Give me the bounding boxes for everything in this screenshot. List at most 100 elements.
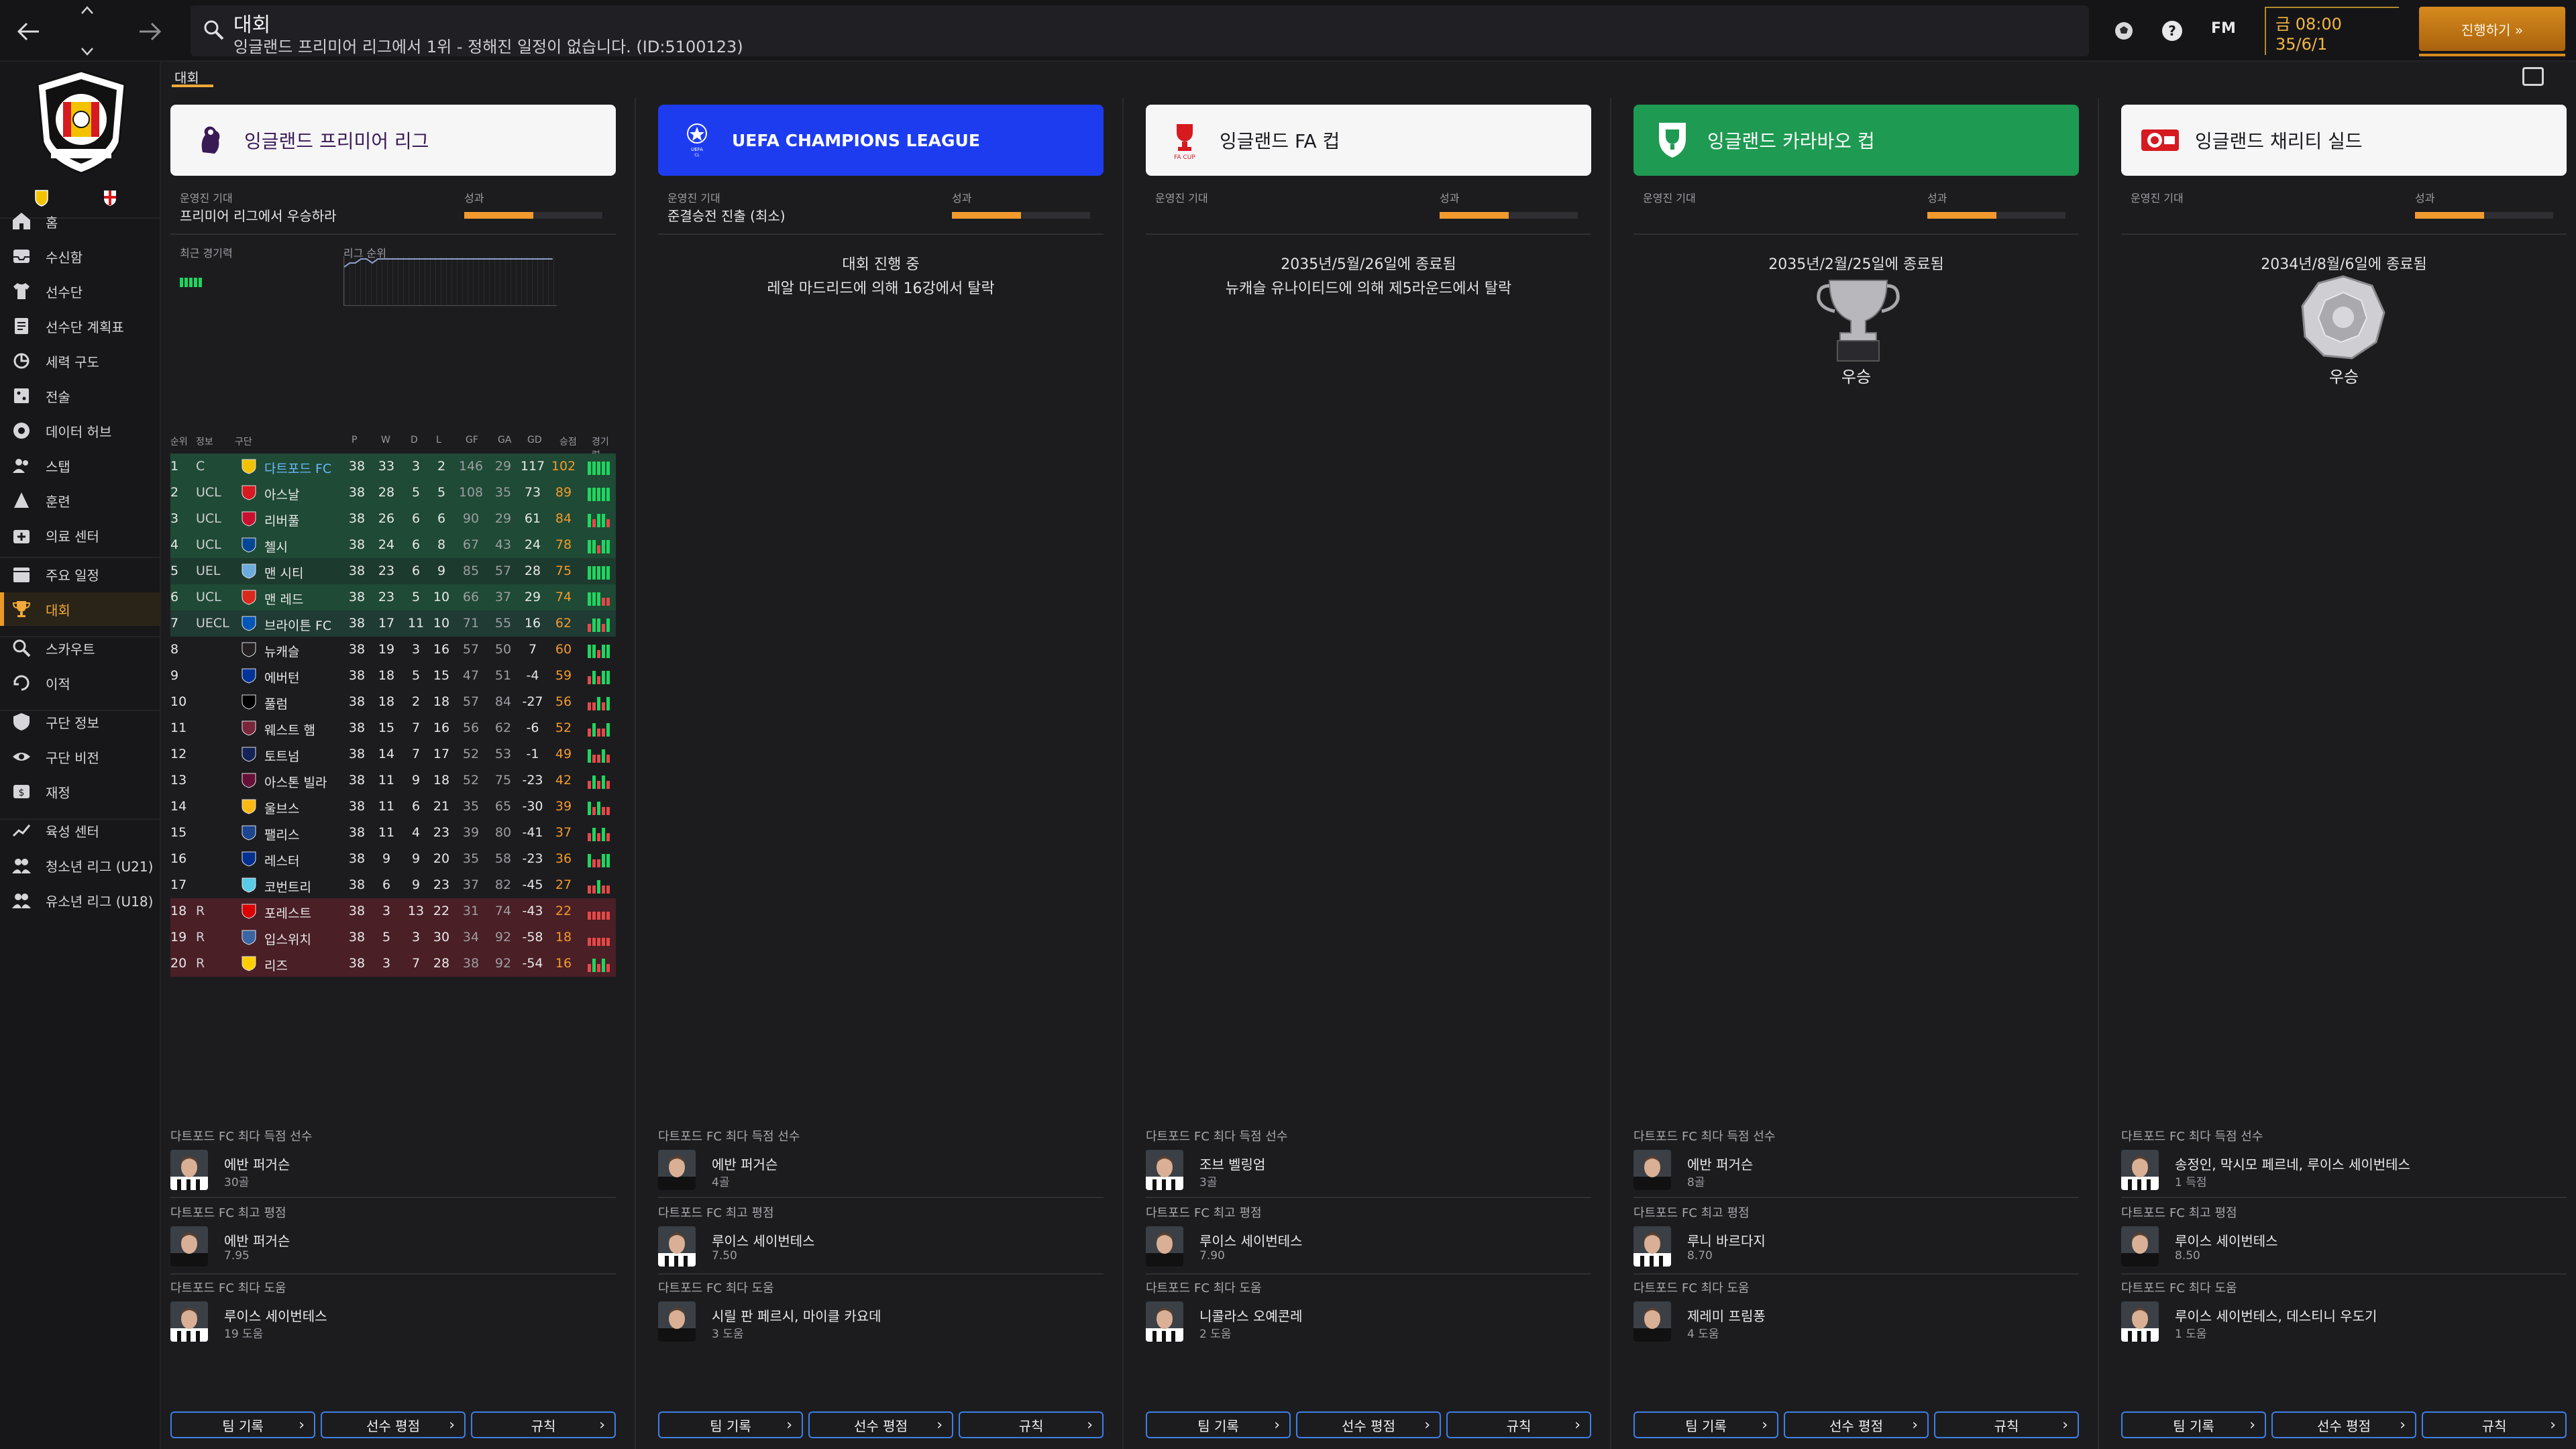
sidebar-item-3[interactable]: 선수단 계획표 xyxy=(0,309,161,343)
player-name[interactable]: 루이스 세이번테스 xyxy=(224,1308,327,1324)
sidebar-item-7[interactable]: 스탭 xyxy=(0,449,161,482)
team-name[interactable]: 울브스 xyxy=(264,802,300,816)
table-header[interactable]: GD xyxy=(527,435,542,445)
sidebar-item-10[interactable]: 주요 일정 xyxy=(0,557,161,591)
table-row[interactable]: 14 38 11 6 21 35 65 -30 39 울브스 xyxy=(170,794,616,820)
player-name[interactable]: 에반 퍼거슨 xyxy=(224,1233,290,1249)
chevron-down-icon[interactable] xyxy=(80,47,94,56)
player-ratings-button[interactable]: 선수 평점 › xyxy=(808,1411,953,1438)
player-name[interactable]: 제레미 프림퐁 xyxy=(1687,1308,1766,1324)
rules-button[interactable]: 규칙 › xyxy=(2422,1411,2567,1438)
stat-row-scorer[interactable]: 조브 벨링엄 3골 xyxy=(1146,1150,1591,1193)
team-name[interactable]: 입스위치 xyxy=(264,932,311,947)
player-name[interactable]: 루이스 세이번테스 xyxy=(712,1233,815,1249)
fm-logo[interactable]: FM xyxy=(2211,20,2236,37)
sidebar-item-1[interactable]: 수신함 xyxy=(0,239,161,273)
stat-row-scorer[interactable]: 에반 퍼거슨 8골 xyxy=(1633,1150,2079,1193)
table-row[interactable]: 12 38 14 7 17 52 53 -1 49 토트넘 xyxy=(170,741,616,767)
team-name[interactable]: 리즈 xyxy=(264,959,288,973)
player-name[interactable]: 에반 퍼거슨 xyxy=(224,1157,290,1173)
team-name[interactable]: 웨스트 햄 xyxy=(264,723,315,738)
table-row[interactable]: 16 38 9 9 20 35 58 -23 36 레스터 xyxy=(170,846,616,872)
sidebar-item-2[interactable]: 선수단 xyxy=(0,274,161,308)
table-row[interactable]: 6 UCL 38 23 5 10 66 37 29 74 맨 레드 xyxy=(170,584,616,610)
team-name[interactable]: 포레스트 xyxy=(264,906,311,921)
sidebar-item-14[interactable]: 구단 정보 xyxy=(0,705,161,739)
table-row[interactable]: 11 38 15 7 16 56 62 -6 52 웨스트 햄 xyxy=(170,715,616,741)
team-name[interactable]: 뉴캐슬 xyxy=(264,645,300,659)
table-row[interactable]: 13 38 11 9 18 52 75 -23 42 아스톤 빌라 xyxy=(170,767,616,794)
table-row[interactable]: 5 UEL 38 23 6 9 85 57 28 75 맨 시티 xyxy=(170,558,616,584)
team-records-button[interactable]: 팀 기록 › xyxy=(170,1411,315,1438)
team-name[interactable]: 맨 시티 xyxy=(264,566,304,581)
chevron-up-icon[interactable] xyxy=(80,5,94,15)
stat-row-assists[interactable]: 제레미 프림퐁 4 도움 xyxy=(1633,1301,2079,1344)
sidebar-item-6[interactable]: 데이터 허브 xyxy=(0,414,161,447)
table-row[interactable]: 2 UCL 38 28 5 5 108 35 73 89 아스날 xyxy=(170,480,616,506)
stat-row-scorer[interactable]: 송정인, 막시모 페르네, 루이스 세이번테스 1 득점 xyxy=(2121,1150,2567,1193)
sidebar-item-4[interactable]: 세력 구도 xyxy=(0,344,161,378)
team-name[interactable]: 아스날 xyxy=(264,488,300,502)
table-row[interactable]: 17 38 6 9 23 37 82 -45 27 코번트리 xyxy=(170,872,616,898)
sidebar-item-13[interactable]: 이적 xyxy=(0,666,161,700)
rules-button[interactable]: 규칙 › xyxy=(959,1411,1104,1438)
stat-row-assists[interactable]: 루이스 세이번테스 19 도움 xyxy=(170,1301,616,1344)
help-icon[interactable]: ? xyxy=(2159,17,2186,44)
sidebar-item-11[interactable]: 대회 xyxy=(0,592,161,626)
player-ratings-button[interactable]: 선수 평점 › xyxy=(321,1411,466,1438)
ball-icon[interactable] xyxy=(2110,17,2137,44)
stat-row-rating[interactable]: 루이스 세이번테스 7.90 xyxy=(1146,1226,1591,1269)
stat-row-assists[interactable]: 루이스 세이번테스, 데스티니 우도기 1 도움 xyxy=(2121,1301,2567,1344)
table-row[interactable]: 8 38 19 3 16 57 50 7 60 뉴캐슬 xyxy=(170,637,616,663)
player-name[interactable]: 니콜라스 오예콘레 xyxy=(1199,1308,1303,1324)
table-row[interactable]: 19 R 38 5 3 30 34 92 -58 18 입스위치 xyxy=(170,924,616,951)
club-crest-icon[interactable] xyxy=(31,68,131,176)
team-name[interactable]: 풀럼 xyxy=(264,697,288,712)
player-ratings-button[interactable]: 선수 평점 › xyxy=(1784,1411,1929,1438)
sidebar-item-5[interactable]: 전술 xyxy=(0,379,161,413)
print-icon[interactable] xyxy=(2522,67,2544,86)
sidebar-item-16[interactable]: $ 재정 xyxy=(0,775,161,808)
rules-button[interactable]: 규칙 › xyxy=(471,1411,616,1438)
forward-arrow-icon[interactable] xyxy=(133,15,166,48)
stat-row-assists[interactable]: 니콜라스 오예콘레 2 도움 xyxy=(1146,1301,1591,1344)
rules-button[interactable]: 규칙 › xyxy=(1934,1411,2079,1438)
stat-row-rating[interactable]: 루이스 세이번테스 7.50 xyxy=(658,1226,1104,1269)
player-name[interactable]: 루이스 세이번테스 xyxy=(1199,1233,1303,1249)
tab-competitions[interactable]: 대회 xyxy=(174,70,199,86)
player-name[interactable]: 송정인, 막시모 페르네, 루이스 세이번테스 xyxy=(2175,1157,2410,1173)
team-records-button[interactable]: 팀 기록 › xyxy=(2121,1411,2266,1438)
table-header[interactable]: D xyxy=(411,435,418,445)
team-name[interactable]: 브라이튼 FC xyxy=(264,619,332,633)
continue-button[interactable]: 진행하기 » xyxy=(2419,7,2565,51)
player-name[interactable]: 루이스 세이번테스, 데스티니 우도기 xyxy=(2175,1308,2377,1324)
competition-header[interactable]: 잉글랜드 카라바오 컵 xyxy=(1633,105,2079,176)
table-row[interactable]: 7 UECL 38 17 11 10 71 55 16 62 브라이튼 FC xyxy=(170,610,616,637)
table-row[interactable]: 10 38 18 2 18 57 84 -27 56 풀럼 xyxy=(170,689,616,715)
sidebar-item-0[interactable]: 홈 xyxy=(0,205,161,238)
table-header[interactable]: W xyxy=(381,435,390,445)
team-name[interactable]: 다트포드 FC xyxy=(264,462,332,476)
table-header[interactable]: GF xyxy=(466,435,478,445)
table-row[interactable]: 1 C 38 33 3 2 146 29 117 102 다트포드 FC xyxy=(170,453,616,480)
sidebar-item-18[interactable]: 청소년 리그 (U21) xyxy=(0,849,161,882)
table-row[interactable]: 20 R 38 3 7 28 38 92 -54 16 리즈 xyxy=(170,951,616,977)
team-records-button[interactable]: 팀 기록 › xyxy=(1146,1411,1291,1438)
player-name[interactable]: 루이스 세이번테스 xyxy=(2175,1233,2278,1249)
team-name[interactable]: 리버풀 xyxy=(264,514,300,529)
team-name[interactable]: 코번트리 xyxy=(264,880,311,895)
table-header[interactable]: P xyxy=(352,435,358,445)
table-header[interactable]: 승점 xyxy=(559,437,577,447)
team-name[interactable]: 팰리스 xyxy=(264,828,300,843)
competition-header[interactable]: UEFA CL UEFA CHAMPIONS LEAGUE xyxy=(658,105,1104,176)
search-bar[interactable]: 대회 잉글랜드 프리미어 리그에서 1위 - 정해진 일정이 없습니다. (ID… xyxy=(191,5,2089,56)
team-name[interactable]: 토트넘 xyxy=(264,749,300,764)
team-records-button[interactable]: 팀 기록 › xyxy=(658,1411,803,1438)
team-name[interactable]: 아스톤 빌라 xyxy=(264,775,327,790)
team-records-button[interactable]: 팀 기록 › xyxy=(1633,1411,1778,1438)
stat-row-scorer[interactable]: 에반 퍼거슨 4골 xyxy=(658,1150,1104,1193)
stat-row-rating[interactable]: 루니 바르다지 8.70 xyxy=(1633,1226,2079,1269)
player-name[interactable]: 루니 바르다지 xyxy=(1687,1233,1766,1249)
sidebar-item-19[interactable]: 유소년 리그 (U18) xyxy=(0,883,161,917)
player-name[interactable]: 에반 퍼거슨 xyxy=(1687,1157,1754,1173)
